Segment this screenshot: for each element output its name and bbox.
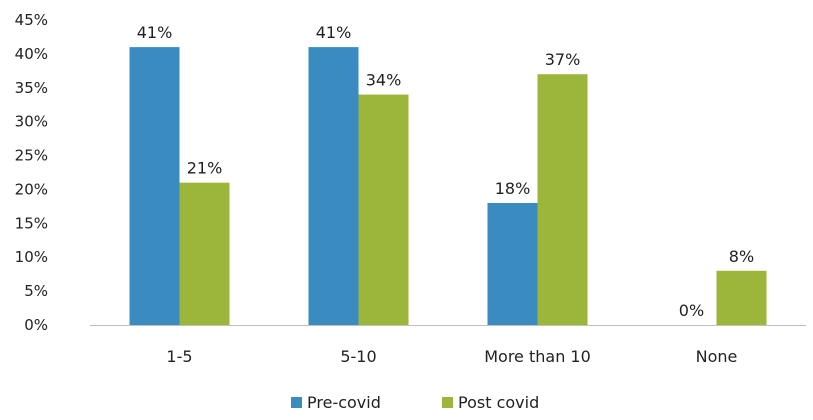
legend-label: Pre-covid [307,393,381,412]
y-tick-label: 35% [15,79,48,97]
data-label: 41% [137,23,173,42]
data-label: 41% [316,23,352,42]
bar-pre-covid [129,47,180,325]
x-category-label: More than 10 [484,347,591,366]
bar-post-covid [179,182,230,325]
legend-swatch [442,397,453,408]
y-tick-label: 40% [15,45,48,63]
x-axis-ticks: 1-5 5-10 More than 10 None [166,347,737,366]
x-category-label: 5-10 [340,347,376,366]
legend-swatch [291,397,302,408]
data-labels: 41% 21% 41% 34% 18% 37% 0% 8% [137,23,754,320]
x-category-label: 1-5 [166,347,192,366]
data-label: 0% [679,301,704,320]
bar-pre-covid [308,47,359,325]
y-tick-label: 15% [15,214,48,232]
data-label: 18% [495,179,531,198]
y-axis-ticks: 0% 5% 10% 15% 20% 25% 30% 35% 40% 45% [15,11,48,334]
data-label: 8% [729,247,754,266]
x-category-label: None [696,347,738,366]
y-tick-label: 10% [15,248,48,266]
y-tick-label: 20% [15,180,48,198]
y-tick-label: 45% [15,11,48,29]
legend-label: Post covid [458,393,539,412]
bar-pre-covid [487,203,538,325]
data-label: 37% [545,50,581,69]
data-label: 21% [187,159,223,178]
y-tick-label: 30% [15,113,48,131]
bar-post-covid [358,94,409,325]
bars [129,47,767,325]
data-label: 34% [366,71,402,90]
bar-post-covid [537,74,588,325]
y-tick-label: 0% [24,316,48,334]
legend: Pre-covid Post covid [291,393,539,412]
y-tick-label: 5% [24,282,48,300]
bar-post-covid [716,270,767,325]
y-tick-label: 25% [15,147,48,165]
